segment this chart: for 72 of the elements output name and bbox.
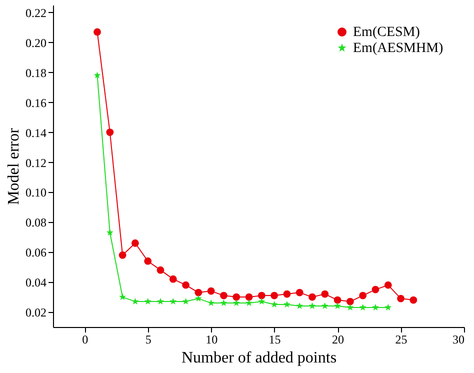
point: [245, 299, 253, 306]
point: [132, 298, 139, 305]
point: [194, 294, 202, 302]
point: [308, 302, 316, 310]
y-axis-title: Model error: [6, 127, 22, 205]
point: [182, 281, 190, 289]
legend-label: Em(AESMHM): [353, 41, 444, 56]
x-tick-label: 0: [82, 332, 88, 346]
point: [94, 72, 101, 78]
point: [207, 287, 215, 295]
y-tick-label: 0.22: [26, 6, 46, 20]
point: [182, 298, 190, 305]
x-tick-label: 25: [395, 332, 408, 346]
point: [194, 288, 202, 296]
y-tick-label: 0.12: [26, 156, 46, 170]
point: [170, 298, 177, 305]
point: [270, 300, 278, 308]
point: [270, 292, 278, 300]
point: [372, 304, 379, 311]
y-tick-label: 0.16: [26, 96, 46, 110]
y-tick-label: 0.02: [26, 306, 46, 320]
point: [106, 228, 114, 236]
point: [321, 302, 328, 310]
point: [94, 28, 101, 36]
point: [397, 294, 404, 302]
point: [359, 304, 366, 311]
point: [232, 293, 240, 301]
x-tick-label: 10: [206, 332, 218, 346]
point: [220, 292, 228, 300]
point: [169, 275, 177, 283]
point: [156, 266, 164, 274]
point: [245, 293, 253, 301]
point: [308, 293, 316, 301]
y-tick-label: 0.06: [26, 246, 46, 260]
point: [372, 286, 380, 294]
point: [119, 293, 126, 300]
x-tick-label: 5: [145, 332, 152, 346]
point: [144, 298, 152, 305]
point: [410, 296, 418, 304]
point: [283, 290, 291, 298]
point: [258, 298, 266, 305]
point: [334, 296, 342, 304]
y-tick-label: 0.20: [26, 36, 46, 50]
point: [296, 288, 304, 296]
point: [346, 304, 354, 311]
point: [283, 300, 290, 308]
y-tick-label: 0.10: [26, 186, 46, 200]
point: [258, 292, 266, 300]
y-tick-label: 0.14: [26, 126, 46, 140]
point: [220, 299, 228, 306]
point: [384, 304, 392, 311]
point: [359, 292, 367, 300]
y-tick-label: 0.04: [26, 276, 46, 290]
x-tick-label: 30: [452, 332, 464, 346]
y-tick-label: 0.18: [26, 66, 46, 80]
point: [321, 290, 329, 298]
point: [232, 299, 240, 306]
point: [334, 302, 342, 310]
point: [144, 257, 152, 265]
x-axis-title: Number of added points: [181, 350, 337, 366]
point: [131, 239, 139, 247]
x-tick-label: 15: [268, 332, 281, 346]
point: [156, 298, 164, 305]
y-tick-label: 0.08: [26, 216, 46, 230]
point: [118, 251, 126, 259]
point: [208, 299, 215, 306]
legend-label: Em(CESM): [353, 25, 420, 40]
point: [346, 298, 354, 306]
point: [296, 302, 304, 310]
point: [384, 281, 392, 289]
x-tick-label: 20: [332, 332, 344, 346]
point: [106, 128, 114, 136]
